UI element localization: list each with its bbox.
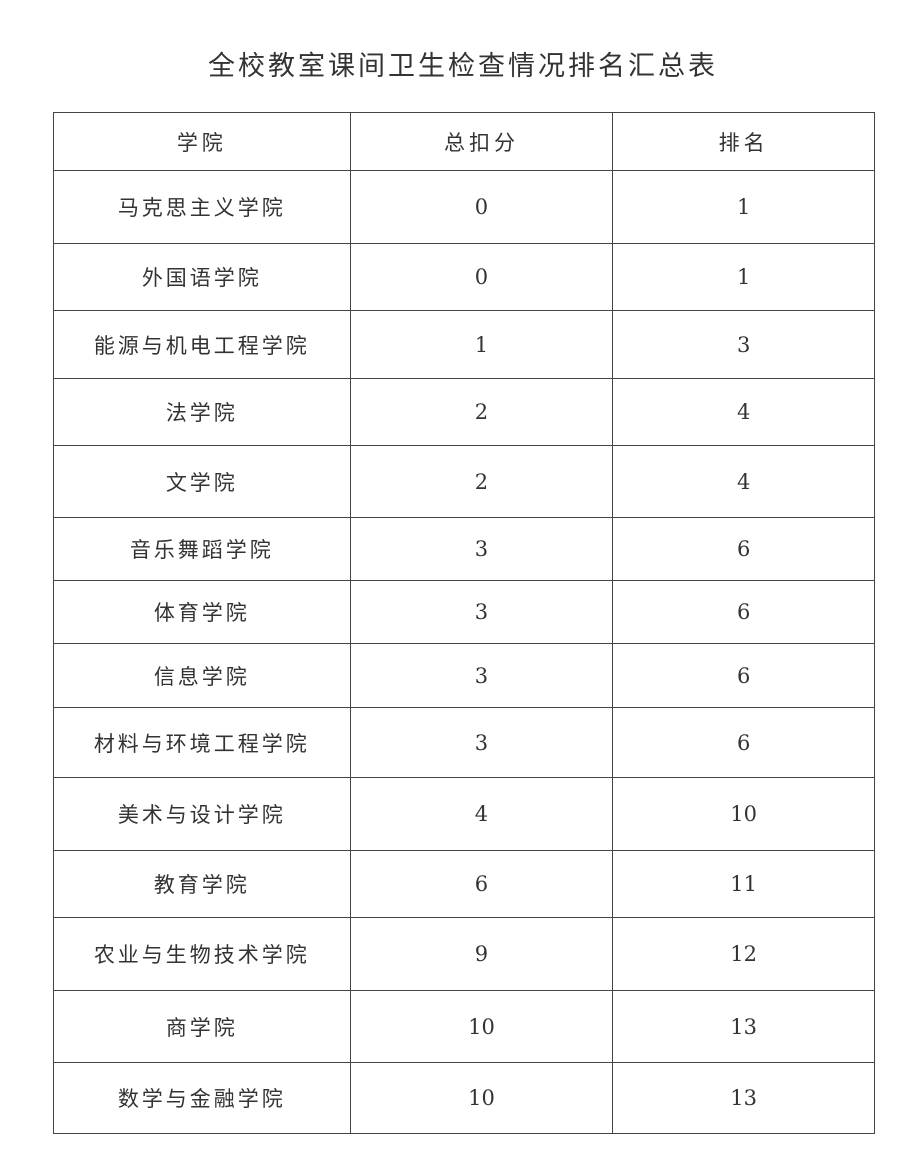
cell-rank: 6 <box>612 580 875 644</box>
table-row: 美术与设计学院 4 10 <box>53 777 875 851</box>
cell-college: 信息学院 <box>53 643 351 708</box>
table-row: 信息学院 3 6 <box>53 643 875 708</box>
cell-total-deduction: 0 <box>349 170 614 244</box>
cell-total-deduction: 0 <box>349 243 614 311</box>
cell-rank: 3 <box>612 310 875 379</box>
cell-college: 外国语学院 <box>53 243 351 311</box>
table-row: 教育学院 6 11 <box>53 850 875 918</box>
cell-rank: 1 <box>612 170 875 244</box>
cell-college: 农业与生物技术学院 <box>53 917 351 991</box>
document-title: 全校教室课间卫生检查情况排名汇总表 <box>208 51 718 82</box>
cell-total-deduction: 2 <box>349 445 614 518</box>
cell-rank: 4 <box>612 445 875 518</box>
table-row: 数学与金融学院 10 13 <box>53 1062 875 1134</box>
cell-college: 材料与环境工程学院 <box>53 707 351 778</box>
cell-college: 数学与金融学院 <box>53 1062 351 1134</box>
cell-rank: 6 <box>612 517 875 581</box>
cell-total-deduction: 4 <box>349 777 614 851</box>
cell-total-deduction: 10 <box>349 1062 614 1134</box>
cell-college: 教育学院 <box>53 850 351 918</box>
cell-college: 能源与机电工程学院 <box>53 310 351 379</box>
cell-total-deduction: 2 <box>349 378 614 446</box>
cell-total-deduction: 1 <box>349 310 614 379</box>
cell-total-deduction: 10 <box>349 990 614 1063</box>
table-row: 文学院 2 4 <box>53 445 875 518</box>
cell-total-deduction: 6 <box>349 850 614 918</box>
table-row: 能源与机电工程学院 1 3 <box>53 310 875 379</box>
cell-total-deduction: 3 <box>349 643 614 708</box>
cell-rank: 6 <box>612 643 875 708</box>
header-total-deduction: 总扣分 <box>349 112 614 171</box>
cell-rank: 12 <box>612 917 875 991</box>
cell-total-deduction: 3 <box>349 517 614 581</box>
table-row: 农业与生物技术学院 9 12 <box>53 917 875 991</box>
cell-college: 音乐舞蹈学院 <box>53 517 351 581</box>
table-header-row: 学院 总扣分 排名 <box>53 112 875 171</box>
table-row: 体育学院 3 6 <box>53 580 875 644</box>
table-row: 音乐舞蹈学院 3 6 <box>53 517 875 581</box>
table-row: 马克思主义学院 0 1 <box>53 170 875 244</box>
cell-college: 文学院 <box>53 445 351 518</box>
cell-college: 法学院 <box>53 378 351 446</box>
table-row: 商学院 10 13 <box>53 990 875 1063</box>
cell-rank: 4 <box>612 378 875 446</box>
cell-college: 体育学院 <box>53 580 351 644</box>
cell-rank: 6 <box>612 707 875 778</box>
cell-rank: 1 <box>612 243 875 311</box>
cell-college: 美术与设计学院 <box>53 777 351 851</box>
table-row: 材料与环境工程学院 3 6 <box>53 707 875 778</box>
header-college: 学院 <box>53 112 351 171</box>
cell-rank: 13 <box>612 990 875 1063</box>
table-row: 法学院 2 4 <box>53 378 875 446</box>
cell-college: 马克思主义学院 <box>53 170 351 244</box>
cell-rank: 13 <box>612 1062 875 1134</box>
ranking-table: 学院 总扣分 排名 马克思主义学院 0 1 外国语学院 0 1 能源与机电工程学院 1 3 法学院… <box>53 112 875 1134</box>
cell-college: 商学院 <box>53 990 351 1063</box>
table-row: 外国语学院 0 1 <box>53 243 875 311</box>
cell-total-deduction: 3 <box>349 580 614 644</box>
cell-rank: 11 <box>612 850 875 918</box>
cell-rank: 10 <box>612 777 875 851</box>
cell-total-deduction: 3 <box>349 707 614 778</box>
cell-total-deduction: 9 <box>349 917 614 991</box>
header-rank: 排名 <box>612 112 875 171</box>
